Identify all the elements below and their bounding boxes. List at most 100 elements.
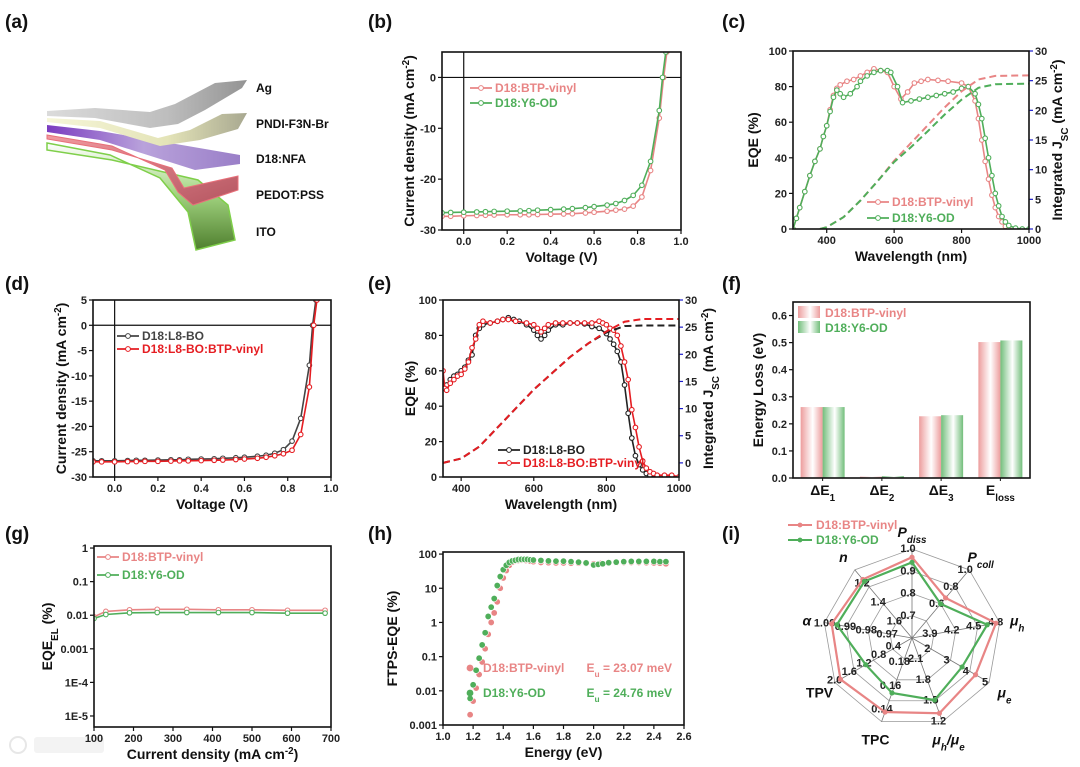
d18-nfa-layer [47, 125, 240, 170]
y2-tick-label: 20 [685, 349, 697, 361]
x-tick-label: 1.0 [323, 483, 338, 495]
data-point [607, 336, 613, 342]
plot-area [442, 52, 670, 220]
y-tick-label: 1E-5 [65, 711, 88, 723]
data-point [280, 450, 287, 457]
radar-axis-label: μe [997, 684, 1012, 706]
y-tick-label: 0.01 [67, 610, 88, 622]
legend-marker [478, 85, 484, 91]
data-point [945, 78, 951, 85]
data-point [496, 573, 504, 581]
data-point [310, 322, 317, 329]
radar-grid-ring [889, 615, 935, 660]
legend-marker [125, 333, 131, 339]
x-tick-label: 1.6 [526, 731, 541, 743]
radar-point [834, 622, 840, 628]
y-tick-label: 0.0 [772, 473, 787, 485]
radar-tick-label: 0.4 [886, 640, 902, 652]
panel-label: (d) [5, 274, 29, 295]
data-point [534, 332, 541, 339]
data-point [807, 172, 813, 179]
radar-tick-label: 0.8 [871, 649, 886, 661]
data-point [591, 203, 597, 210]
data-point [656, 558, 664, 566]
data-point [925, 76, 931, 83]
data-point [668, 472, 675, 477]
data-point [820, 133, 827, 140]
legend-marker [125, 346, 131, 352]
plot-frame [442, 299, 680, 478]
data-point [142, 458, 148, 465]
legend-marker [506, 460, 512, 466]
legend-marker [466, 664, 474, 672]
y-tick-label: 0.1 [73, 577, 88, 589]
layer-label: D18:NFA [256, 152, 306, 166]
data-point [857, 73, 864, 79]
x-tick-label: 0.8 [280, 483, 295, 495]
data-point [567, 320, 573, 326]
data-point [636, 461, 642, 468]
data-point [627, 557, 635, 565]
x-tick-label: 500 [243, 733, 261, 745]
plot-frame [792, 50, 1030, 230]
legend-swatch [798, 306, 820, 318]
legend-label: D18:Y6-OD [825, 321, 888, 335]
radar-tick-label: 4 [963, 665, 970, 677]
plot-frame [442, 551, 685, 726]
data-point [155, 458, 161, 465]
radar-point [829, 621, 835, 627]
data-point [126, 609, 133, 616]
x-tick-label: 0.4 [543, 236, 559, 248]
data-point [918, 78, 924, 85]
radar-axis-label: μh [1009, 612, 1024, 634]
radar-point [993, 620, 999, 626]
y-tick-label: -20 [71, 421, 87, 433]
y-tick-label: 0.2 [772, 419, 787, 431]
layer-label: PNDI-F3N-Br [256, 117, 329, 131]
y-tick-label: 0.3 [772, 392, 787, 404]
y-tick-label: -10 [420, 123, 436, 135]
bar-f-1-1 [881, 476, 904, 478]
radar-tick-label: 0.16 [880, 680, 901, 692]
data-point [469, 681, 477, 689]
data-point [241, 456, 248, 462]
radar-tick-label: 2.1 [908, 653, 923, 665]
x-axis-label: Voltage (V) [176, 496, 248, 512]
plot-frame [441, 51, 682, 231]
chart-panel-f: 0.0 0.1 0.2 0.3 0.4 0.5 0.6 Energy Loss (eV) D18… [750, 301, 1031, 504]
x-axis-label: Voltage (V) [525, 249, 597, 265]
chart-panel-e: 400 600 800 1000020406080100051015202530Wav… [402, 295, 722, 512]
data-point [639, 194, 645, 200]
legend-marker [105, 572, 111, 578]
watermark-logo [9, 736, 104, 754]
radar-tick-label: 1.8 [916, 674, 931, 686]
y-axis-label: EQE (%) [745, 112, 761, 167]
data-point [569, 210, 576, 217]
legend-label: D18:BTP-vinyl [892, 195, 973, 209]
data-point [630, 192, 637, 199]
radar-spoke [911, 637, 943, 722]
data-point [102, 611, 109, 618]
data-point [650, 557, 658, 565]
x-axis-label: Current density (mA cm-2) [127, 746, 299, 763]
x-tick-label: 600 [885, 235, 903, 247]
data-point [547, 206, 554, 213]
radar-spoke [834, 637, 913, 683]
legend-label: D18:Y6-OD [122, 568, 185, 582]
data-point [982, 158, 989, 165]
legend-label: D18:BTP-vinyl [122, 550, 203, 564]
data-point [458, 371, 465, 378]
x-tick-label: 100 [85, 733, 103, 745]
data-point [541, 332, 548, 339]
radar-tick-label: 2 [924, 643, 930, 655]
data-point [958, 80, 965, 86]
y-tick-label: 80 [775, 82, 787, 94]
series-line-1 [93, 300, 318, 463]
data-point [306, 384, 313, 390]
legend-swatch [798, 321, 820, 333]
data-point [840, 94, 847, 101]
y-tick-label: -20 [420, 174, 436, 186]
data-point [473, 209, 480, 215]
y-tick-label: 5 [81, 295, 87, 307]
y-tick-label: 0.1 [772, 446, 787, 458]
